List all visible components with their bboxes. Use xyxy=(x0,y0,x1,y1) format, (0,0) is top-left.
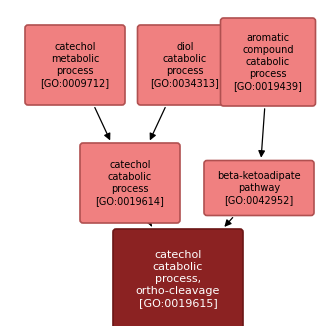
Text: diol
catabolic
process
[GO:0034313]: diol catabolic process [GO:0034313] xyxy=(151,42,219,88)
FancyBboxPatch shape xyxy=(137,25,233,105)
FancyBboxPatch shape xyxy=(113,229,243,326)
Text: catechol
catabolic
process,
ortho-cleavage
[GO:0019615]: catechol catabolic process, ortho-cleava… xyxy=(136,250,220,308)
Text: catechol
catabolic
process
[GO:0019614]: catechol catabolic process [GO:0019614] xyxy=(96,160,164,206)
FancyBboxPatch shape xyxy=(220,18,315,106)
Text: catechol
metabolic
process
[GO:0009712]: catechol metabolic process [GO:0009712] xyxy=(41,42,109,88)
FancyBboxPatch shape xyxy=(25,25,125,105)
Text: beta-ketoadipate
pathway
[GO:0042952]: beta-ketoadipate pathway [GO:0042952] xyxy=(217,171,301,205)
FancyBboxPatch shape xyxy=(204,160,314,215)
FancyBboxPatch shape xyxy=(80,143,180,223)
Text: aromatic
compound
catabolic
process
[GO:0019439]: aromatic compound catabolic process [GO:… xyxy=(234,33,302,91)
